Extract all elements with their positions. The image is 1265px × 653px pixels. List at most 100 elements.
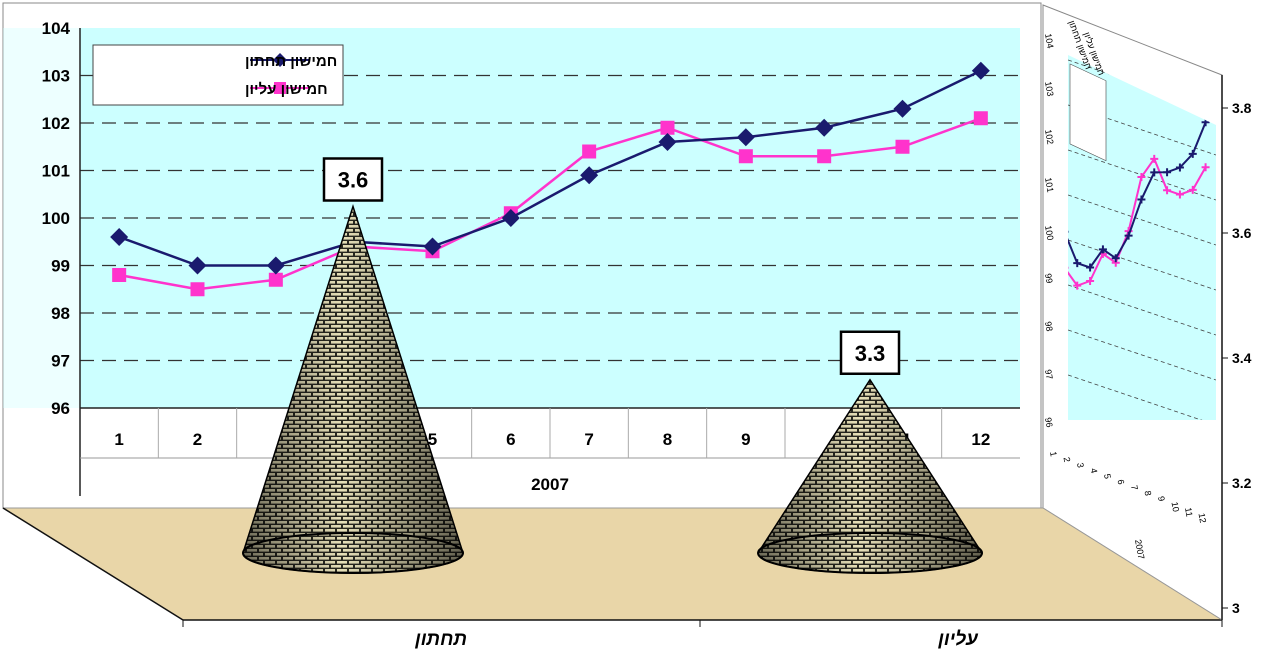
cone-layer: 3.6 תחתון 3.3 עליון	[242, 157, 983, 650]
mini-y-tick-labels: 96 97 98 99 100 101 102 103 104	[1043, 33, 1055, 429]
mini-x-tick-label: 7	[1129, 484, 1140, 491]
category-label: עליון	[937, 629, 979, 650]
point-marker	[188, 256, 207, 275]
floor-left-edge	[2, 507, 184, 621]
y-tick-label: 102	[42, 114, 70, 133]
mini-point-marker	[1086, 277, 1095, 286]
mini-y-tick-label: 102	[1043, 129, 1055, 146]
value-tick-label: 3.8	[1232, 100, 1252, 116]
point-marker	[736, 128, 755, 147]
mini-point-marker	[1086, 263, 1095, 272]
mini-point-marker	[1137, 195, 1146, 204]
mini-y-tick-label: 96	[1043, 417, 1055, 429]
point-marker	[580, 166, 599, 185]
legend-box	[92, 44, 344, 106]
y-tick-label: 99	[51, 257, 70, 276]
y-tick-label: 103	[42, 67, 70, 86]
point-marker	[660, 120, 675, 135]
mini-y-tick-label: 100	[1043, 225, 1055, 242]
point-marker	[895, 139, 910, 154]
point-marker	[501, 209, 520, 227]
data-label: 3.6	[338, 168, 369, 193]
mini-point-marker	[1137, 172, 1146, 181]
mini-gridline	[1068, 104, 1216, 156]
cone-bar: 3.3 עליון	[757, 330, 983, 650]
value-tick-label: 3.6	[1232, 225, 1252, 241]
series-line	[118, 69, 982, 267]
value-tick-label: 3.2	[1232, 475, 1252, 491]
mini-point-marker	[1175, 190, 1184, 199]
mini-x-tick-label: 3	[1075, 462, 1086, 469]
mini-y-tick-label: 97	[1043, 369, 1055, 381]
y-tick-label: 100	[42, 209, 70, 228]
y-tick-label: 98	[51, 304, 70, 323]
point-marker	[817, 149, 832, 164]
category-axis-ticks	[182, 620, 1223, 627]
mini-point-marker	[1111, 254, 1120, 263]
x-tick-label: 1	[114, 430, 123, 449]
mini-x-tick-label: 2	[1062, 456, 1073, 463]
legend-marker-upper	[274, 82, 286, 94]
mini-x-tick-label: 12	[1197, 512, 1209, 524]
legend: חמישון תחתון חמישון עליון	[92, 44, 344, 106]
point-marker	[112, 268, 127, 282]
mini-gridline	[1068, 374, 1216, 420]
mini-point-marker	[1098, 245, 1107, 254]
series-line	[118, 117, 982, 291]
y-tick-labels: 96 97 98 99 100 101 102 103 104	[42, 19, 71, 418]
data-label: 3.3	[855, 341, 886, 366]
x-tick-label: 8	[663, 430, 672, 449]
plot-area-left-pad	[3, 28, 80, 408]
point-marker	[971, 61, 990, 80]
mini-x-tick-label: 6	[1116, 479, 1127, 486]
mini-point-marker	[1201, 163, 1210, 172]
mini-point-marker	[1150, 154, 1159, 163]
mini-point-marker	[1188, 185, 1197, 194]
point-marker	[423, 237, 442, 256]
x-tick-label: 7	[584, 430, 593, 449]
legend-marker-lower	[273, 53, 287, 67]
mini-y-tick-label: 99	[1043, 273, 1055, 285]
value-tick-label: 3.4	[1232, 350, 1252, 366]
cone-shading	[758, 379, 982, 573]
mini-x-tick-label: 5	[1102, 473, 1113, 480]
point-marker	[110, 228, 129, 246]
mini-group-label: 2007	[1133, 539, 1146, 560]
mini-x-tick-label: 9	[1156, 495, 1167, 502]
mini-y-tick-label: 101	[1043, 177, 1055, 194]
category-label: תחתון	[414, 629, 467, 650]
cone-bar: 3.6 תחתון	[242, 157, 467, 650]
legend-label-lower: חמישון תחתון	[245, 53, 337, 70]
mini-point-marker	[1073, 259, 1082, 268]
mini-x-tick-label: 8	[1143, 490, 1154, 497]
y-tick-label: 96	[51, 399, 70, 418]
cone-shading	[243, 206, 463, 573]
mini-y-tick-label: 98	[1043, 321, 1055, 333]
mini-point-marker	[1188, 149, 1197, 158]
mini-gridline	[1068, 329, 1216, 381]
x-tick-label: 9	[741, 430, 750, 449]
y-tick-label: 101	[42, 162, 70, 181]
mini-y-tick-label: 104	[1043, 33, 1055, 50]
data-label-box	[322, 157, 384, 202]
point-marker	[190, 282, 205, 297]
point-marker	[738, 149, 753, 164]
mini-gridline	[1068, 239, 1216, 291]
mini-point-marker	[1073, 281, 1082, 290]
point-marker	[658, 133, 677, 151]
value-axis-ticks: 3 3.2 3.4 3.6 3.8	[1222, 100, 1252, 616]
point-marker	[815, 118, 834, 137]
mini-point-marker	[1163, 168, 1172, 177]
mini-y-tick-label: 103	[1043, 81, 1055, 98]
x-tick-label: 5	[428, 430, 437, 449]
point-marker	[973, 111, 988, 126]
mini-point-marker	[1124, 231, 1133, 240]
point-marker	[582, 144, 597, 159]
mini-gridline	[1068, 194, 1216, 246]
x-tick-label: 12	[971, 430, 990, 449]
cone-base	[757, 532, 983, 574]
mini-chart	[1068, 55, 1216, 420]
